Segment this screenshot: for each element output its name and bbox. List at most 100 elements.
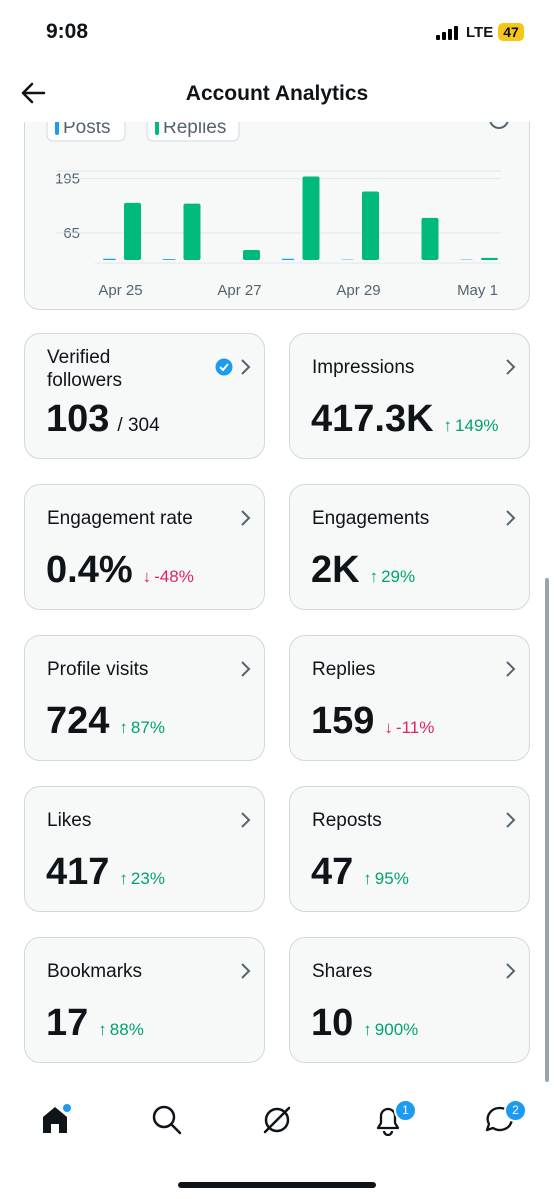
card-title: Profile visits bbox=[47, 659, 149, 680]
bar bbox=[103, 258, 116, 260]
metric-value: 417 bbox=[46, 851, 110, 893]
change-arrow: ↑ bbox=[119, 869, 128, 888]
metric-change: ↑ 88% bbox=[98, 1020, 144, 1039]
card-title: Likes bbox=[47, 810, 92, 831]
legend-swatch bbox=[155, 119, 159, 135]
metric-card[interactable]: Verified followers 103 / 304 bbox=[24, 333, 265, 459]
card-title: Verified followers bbox=[47, 347, 122, 391]
card-value: 159 ↓ -11% bbox=[311, 700, 434, 743]
metric-value: 2K bbox=[311, 549, 360, 591]
change-arrow: ↑ bbox=[363, 1020, 372, 1039]
metric-card[interactable]: Likes 417 ↑ 23% bbox=[24, 786, 265, 912]
header: Account Analytics bbox=[0, 60, 554, 122]
metric-value: 159 bbox=[311, 700, 375, 742]
metric-change: ↑ 900% bbox=[363, 1020, 418, 1039]
metric-value: 417.3K bbox=[311, 398, 434, 440]
notifications-badge: 1 bbox=[394, 1099, 417, 1122]
change-value: 149% bbox=[455, 416, 499, 435]
metric-total: / 304 bbox=[117, 415, 160, 436]
bar bbox=[243, 249, 260, 260]
change-value: 29% bbox=[381, 567, 416, 586]
chevron bbox=[241, 510, 251, 526]
chevron bbox=[241, 963, 251, 979]
grok-tab[interactable] bbox=[261, 1104, 293, 1136]
change-value: 95% bbox=[374, 869, 409, 888]
change-value: 23% bbox=[130, 869, 165, 888]
bar bbox=[362, 191, 379, 260]
chevron-wrap bbox=[505, 509, 517, 532]
x-tick-label: Apr 27 bbox=[217, 282, 261, 299]
chevron-wrap bbox=[240, 962, 252, 985]
chevron-wrap bbox=[505, 811, 517, 834]
metric-card[interactable]: Reposts 47 ↑ 95% bbox=[289, 786, 530, 912]
change-value: 87% bbox=[130, 718, 165, 737]
metric-value: 47 bbox=[311, 851, 354, 893]
card-title: Engagements bbox=[312, 508, 430, 529]
card-value: 0.4% ↓ -48% bbox=[46, 549, 194, 592]
chevron-wrap bbox=[505, 962, 517, 985]
bar bbox=[162, 259, 176, 260]
metric-change: ↑ 95% bbox=[363, 869, 409, 888]
verified-badge bbox=[215, 358, 233, 376]
back-button[interactable] bbox=[20, 82, 46, 104]
bar bbox=[421, 217, 439, 260]
x-tick-label: Apr 29 bbox=[336, 282, 380, 299]
network-label: LTE bbox=[466, 24, 494, 41]
change-arrow: ↑ bbox=[119, 718, 128, 737]
y-tick-label: 195 bbox=[55, 171, 80, 188]
metric-card[interactable]: Profile visits 724 ↑ 87% bbox=[24, 635, 265, 761]
notifications-tab[interactable] bbox=[372, 1104, 404, 1136]
card-title: Replies bbox=[312, 659, 376, 680]
chevron bbox=[241, 661, 251, 677]
header-title: Account Analytics bbox=[185, 82, 369, 105]
card-title: Shares bbox=[312, 961, 373, 982]
metric-card[interactable]: Impressions 417.3K ↑ 149% bbox=[289, 333, 530, 459]
card-value: 417.3K ↑ 149% bbox=[311, 398, 499, 441]
card-value: 17 ↑ 88% bbox=[46, 1002, 144, 1045]
metric-card[interactable]: Engagement rate 0.4% ↓ -48% bbox=[24, 484, 265, 610]
metric-card[interactable]: Engagements 2K ↑ 29% bbox=[289, 484, 530, 610]
change-value: -11% bbox=[395, 718, 435, 737]
scrollbar bbox=[545, 578, 549, 1082]
bar bbox=[481, 257, 498, 260]
messages-badge: 2 bbox=[504, 1099, 527, 1122]
card-value: 417 ↑ 23% bbox=[46, 851, 165, 894]
card-value: 47 ↑ 95% bbox=[311, 851, 409, 894]
metric-card[interactable]: Bookmarks 17 ↑ 88% bbox=[24, 937, 265, 1063]
bar bbox=[124, 202, 141, 260]
metric-card[interactable]: Replies 159 ↓ -11% bbox=[289, 635, 530, 761]
legend-swatch bbox=[55, 119, 59, 135]
chevron bbox=[506, 812, 516, 828]
metric-change: ↑ 29% bbox=[370, 567, 416, 586]
status-time: 9:08 bbox=[46, 20, 89, 43]
metric-card[interactable]: Shares 10 ↑ 900% bbox=[289, 937, 530, 1063]
metric-change: ↑ 23% bbox=[119, 869, 165, 888]
home-tab[interactable] bbox=[40, 1104, 74, 1136]
card-title: Impressions bbox=[312, 357, 415, 378]
chevron-wrap bbox=[505, 358, 517, 381]
card-value: 103 / 304 bbox=[46, 398, 160, 441]
metric-value: 724 bbox=[46, 700, 110, 742]
chevron bbox=[506, 963, 516, 979]
legend-label: Posts bbox=[63, 117, 111, 138]
chevron-wrap bbox=[240, 811, 252, 834]
chart-card: Posts Replies 65 195 Apr 25 Apr 27 Apr 29 May 1 bbox=[24, 90, 530, 310]
chevron bbox=[506, 510, 516, 526]
chevron-wrap bbox=[505, 660, 517, 683]
change-arrow: ↓ bbox=[384, 718, 393, 737]
change-arrow: ↑ bbox=[363, 869, 372, 888]
chevron bbox=[241, 812, 251, 828]
metric-value: 103 bbox=[46, 398, 110, 440]
home-indicator bbox=[178, 1182, 376, 1188]
search-tab[interactable] bbox=[151, 1104, 183, 1136]
bottom-nav: 1 2 bbox=[0, 1090, 554, 1150]
card-value: 10 ↑ 900% bbox=[311, 1002, 418, 1045]
change-arrow: ↑ bbox=[98, 1020, 107, 1039]
verified-badge-wrap bbox=[215, 358, 233, 381]
bar bbox=[183, 203, 201, 260]
change-arrow: ↑ bbox=[369, 567, 379, 586]
signal-icon bbox=[436, 26, 458, 40]
metric-change: ↓ -11% bbox=[384, 718, 434, 737]
